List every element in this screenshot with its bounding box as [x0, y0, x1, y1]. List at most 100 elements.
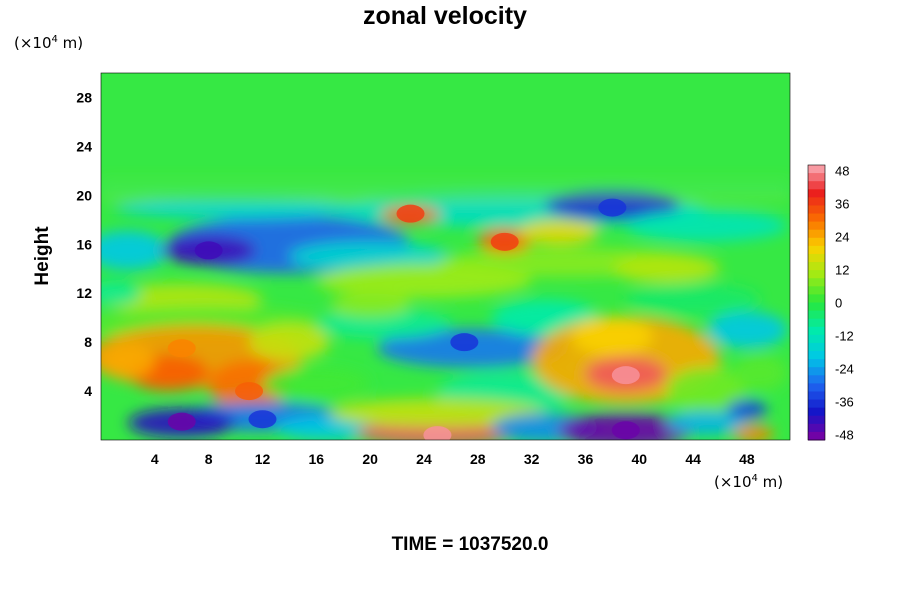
colorbar-tick-label: -36: [835, 395, 854, 410]
interface-stripe-0: [101, 187, 790, 191]
field-region-22: [316, 309, 451, 339]
colorbar-segment: [808, 359, 825, 368]
colorbar-segment: [808, 326, 825, 336]
x-tick-label: 28: [470, 451, 486, 467]
colorbar-segment: [808, 237, 825, 247]
colorbar-segment: [808, 262, 825, 271]
interface-stripe-1: [101, 179, 790, 183]
field-region-20: [262, 366, 371, 401]
feature-2: [167, 339, 196, 358]
time-label: TIME = 1037520.0: [392, 534, 549, 555]
feature-11: [248, 410, 277, 429]
colorbar-segment: [808, 286, 825, 295]
chart-title: zonal velocity: [363, 2, 527, 30]
feature-3: [235, 382, 264, 401]
x-tick-label: 12: [255, 451, 271, 467]
field-region-28: [666, 366, 747, 416]
colorbar-segment: [808, 278, 825, 287]
field-region-4: [625, 210, 788, 242]
colorbar-segment: [808, 399, 825, 409]
field-region-42: [329, 293, 411, 318]
colorbar-segment: [808, 173, 825, 182]
plot-frame: [100, 72, 791, 441]
colorbar-segment: [808, 351, 825, 360]
colorbar-segment: [808, 415, 825, 425]
colorbar-tick-label: -24: [835, 362, 854, 377]
field-region-40: [726, 399, 768, 420]
colorbar-segment: [808, 197, 825, 206]
velocity-field: [101, 179, 790, 440]
x-axis-unit: (×104 m): [714, 473, 783, 491]
field-region-44: [518, 219, 599, 245]
colorbar-segment: [808, 318, 825, 328]
field-region-10: [612, 254, 721, 284]
feature-7: [167, 412, 196, 431]
y-tick-label: 12: [76, 285, 92, 301]
feature-6: [611, 421, 640, 440]
field-region-6: [101, 230, 169, 270]
feature-1: [423, 426, 452, 440]
colorbar-segment: [808, 431, 825, 441]
colorbar-tick-label: 24: [835, 230, 849, 245]
colorbar-segment: [808, 245, 825, 255]
colorbar-segment: [808, 181, 825, 190]
colorbar-frame: [807, 164, 826, 441]
colorbar-segment: [808, 165, 825, 174]
y-tick-label: 20: [76, 187, 92, 203]
x-tick-label: 8: [205, 451, 213, 467]
colorbar-segment: [808, 270, 825, 279]
field-region-35: [329, 398, 546, 428]
field-region-29: [706, 311, 788, 349]
y-axis-label: Height: [32, 226, 53, 286]
x-tick-label: 16: [309, 451, 325, 467]
colorbar-segment: [808, 375, 825, 384]
plot-area: [101, 73, 790, 440]
colorbar-segment: [808, 423, 825, 433]
field-region-39: [733, 425, 774, 440]
colorbar-tick-label: 12: [835, 263, 849, 278]
feature-10: [450, 333, 479, 352]
colorbar-segment: [808, 367, 825, 376]
x-tick-label: 36: [578, 451, 594, 467]
x-tick-label: 32: [524, 451, 540, 467]
x-axis-ticks: 4 8 12 16 20 24 28 32 36 40 44 48: [151, 451, 755, 467]
colorbar-tick-label: -12: [835, 329, 854, 344]
colorbar-tick-label: 36: [835, 197, 849, 212]
field-region-5: [289, 241, 451, 272]
feature-0: [611, 366, 640, 385]
colorbar-segment: [808, 334, 825, 344]
y-tick-label: 24: [76, 138, 92, 154]
colorbar-segment: [808, 294, 825, 303]
field-region-3: [114, 196, 357, 219]
y-tick-label: 16: [76, 236, 92, 252]
colorbar-segment: [808, 229, 825, 239]
field-region-30: [733, 354, 788, 392]
colorbar-segment: [808, 407, 825, 417]
feature-9: [598, 198, 627, 217]
colorbar-segment: [808, 310, 825, 320]
colorbar-segment: [808, 342, 825, 352]
x-tick-label: 44: [685, 451, 701, 467]
colorbar-segment: [808, 253, 825, 263]
colorbar-segment: [808, 391, 825, 401]
field-region-9: [316, 263, 532, 299]
x-tick-label: 24: [416, 451, 432, 467]
field-region-18: [249, 323, 330, 361]
field-region-27: [571, 316, 653, 356]
y-axis-ticks: 4 8 12 16 20 24 28: [76, 89, 92, 399]
colorbar-segment: [808, 205, 825, 215]
field-region-43: [625, 283, 761, 316]
colorbar-segment: [808, 302, 825, 312]
colorbar-segment: [808, 221, 825, 231]
field-region-41: [101, 280, 142, 306]
x-tick-label: 20: [362, 451, 378, 467]
feature-4: [490, 232, 519, 251]
colorbar-segment: [808, 189, 825, 198]
x-tick-label: 40: [631, 451, 647, 467]
x-tick-label: 48: [739, 451, 755, 467]
y-tick-label: 28: [76, 89, 92, 105]
colorbar-tick-label: 0: [835, 296, 842, 311]
x-tick-label: 4: [151, 451, 159, 467]
colorbar-segment: [808, 213, 825, 223]
